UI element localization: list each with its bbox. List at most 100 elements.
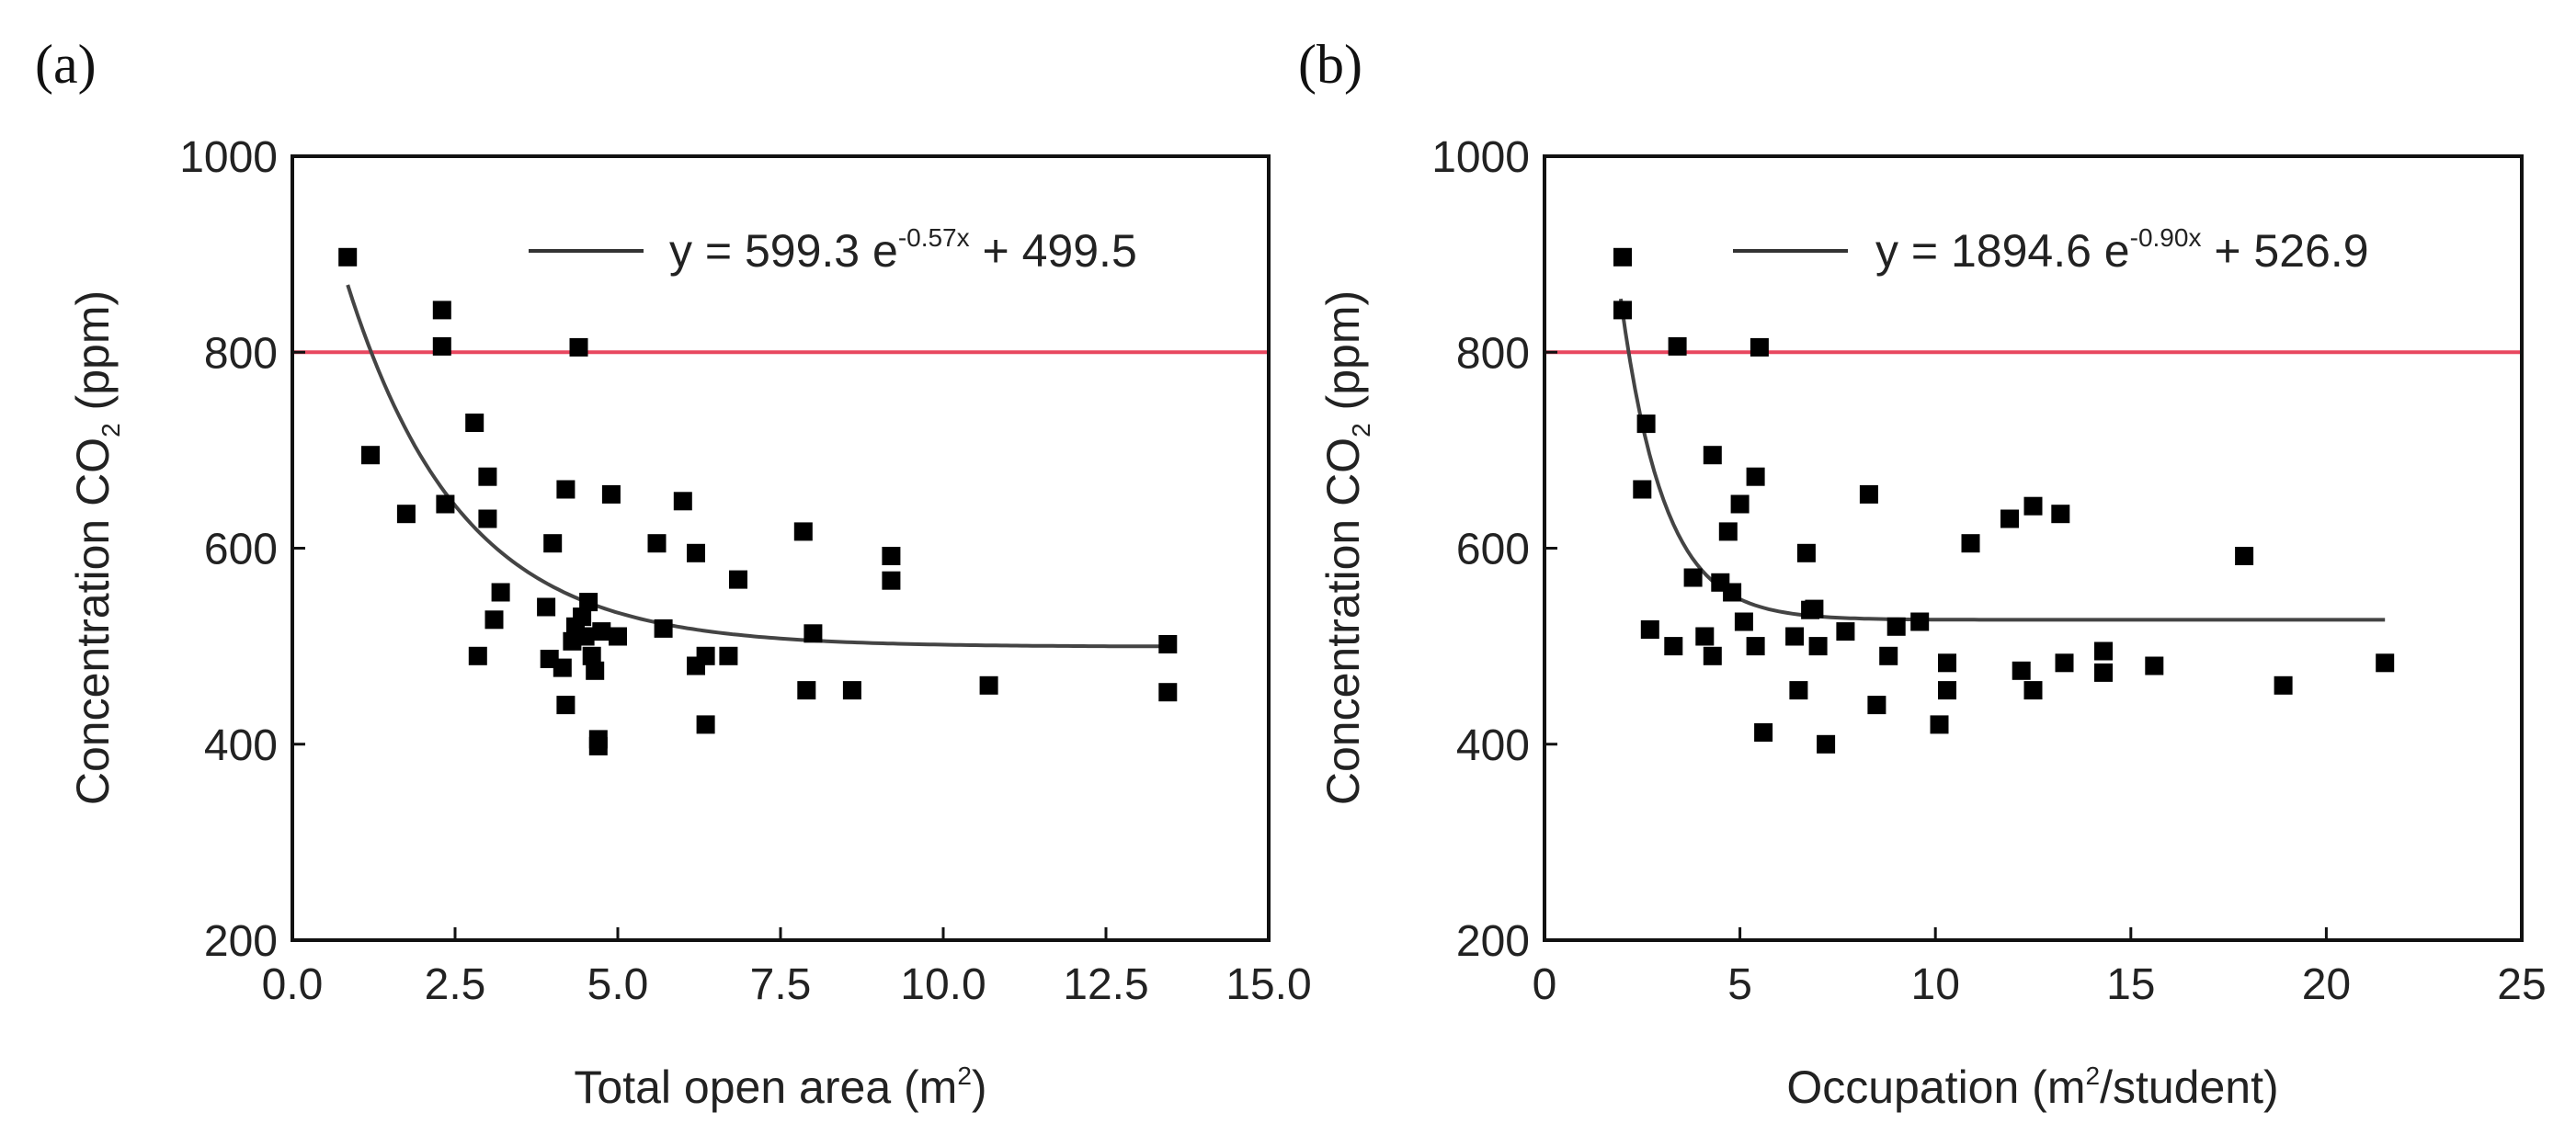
- y-tick-label: 200: [1456, 917, 1530, 966]
- data-point: [1750, 337, 1769, 357]
- x-tick-label: 20: [2302, 960, 2351, 1009]
- data-point: [569, 337, 588, 357]
- data-point: [586, 661, 605, 680]
- data-point: [609, 627, 627, 646]
- data-point: [468, 646, 487, 665]
- x-tick-label: 25: [2497, 960, 2546, 1009]
- y-tick-label: 400: [1456, 721, 1530, 770]
- legend: y = 599.3 e-0.57x + 499.5: [529, 223, 1137, 277]
- data-point: [601, 484, 621, 504]
- data-point: [432, 301, 451, 320]
- x-axis-label: Occupation (m2/student): [1786, 1061, 2278, 1113]
- data-point: [1796, 543, 1816, 562]
- data-point: [2094, 663, 2113, 682]
- points-layer: [338, 247, 1178, 755]
- data-point: [687, 543, 705, 562]
- data-point: [491, 583, 510, 602]
- data-point: [1859, 484, 1878, 504]
- data-point: [1703, 446, 1722, 465]
- data-point: [1636, 414, 1656, 434]
- fit-layer: [346, 284, 1171, 649]
- data-point: [1746, 637, 1765, 656]
- data-point: [576, 627, 595, 646]
- data-point: [478, 509, 497, 528]
- data-point: [1805, 599, 1824, 619]
- data-point: [1723, 583, 1742, 602]
- data-point: [543, 534, 563, 553]
- data-point: [2145, 656, 2164, 675]
- data-point: [882, 571, 901, 590]
- data-point: [1730, 494, 1750, 514]
- data-point: [2051, 505, 2070, 524]
- legend: y = 1894.6 e-0.90x + 526.9: [1733, 223, 2369, 277]
- data-point: [696, 715, 715, 734]
- data-point: [1938, 653, 1956, 673]
- y-tick-label: 200: [204, 917, 278, 966]
- y-tick-label: 600: [204, 526, 278, 574]
- x-tick-label: 5: [1727, 960, 1752, 1009]
- data-point: [804, 624, 823, 643]
- data-point: [2000, 509, 2019, 528]
- x-axis-label: Total open area (m2): [574, 1061, 986, 1113]
- panel-label: (a): [35, 34, 97, 95]
- data-point: [2023, 496, 2043, 516]
- panel-b: (b) 0 5 10 15 20 25 200 400 600 800 1000 y = 1894.…: [1298, 34, 2547, 1113]
- y-tick-label: 600: [1456, 526, 1530, 574]
- data-point: [553, 658, 572, 677]
- legend-equation: y = 1894.6 e-0.90x + 526.9: [1875, 223, 2369, 277]
- data-point: [478, 467, 497, 486]
- data-point: [1910, 612, 1930, 631]
- fit-curve: [346, 284, 1171, 649]
- data-point: [1746, 467, 1765, 486]
- data-point: [556, 480, 576, 499]
- data-point: [1886, 617, 1906, 636]
- x-tick-label: 12.5: [1063, 960, 1148, 1009]
- data-point: [396, 505, 416, 524]
- data-point: [1930, 715, 1949, 734]
- data-point: [654, 619, 673, 638]
- data-point: [556, 696, 576, 715]
- data-point: [1789, 681, 1808, 700]
- data-point: [588, 736, 608, 755]
- data-point: [696, 646, 715, 665]
- x-tick-label: 5.0: [587, 960, 649, 1009]
- data-point: [436, 494, 455, 514]
- y-tick-label: 1000: [1431, 133, 1530, 182]
- x-tick-label: 10.0: [900, 960, 986, 1009]
- data-point: [1734, 612, 1753, 631]
- data-point: [1158, 683, 1178, 702]
- data-point: [2235, 547, 2254, 565]
- data-point: [1613, 247, 1632, 267]
- data-point: [793, 522, 813, 541]
- data-point: [842, 681, 861, 700]
- data-point: [1785, 627, 1805, 646]
- data-point: [1879, 646, 1898, 665]
- y-tick-label: 400: [204, 721, 278, 770]
- x-tick-label: 0.0: [262, 960, 324, 1009]
- data-point: [465, 414, 484, 432]
- data-point: [592, 622, 611, 641]
- data-point: [1664, 637, 1683, 656]
- panel-a: (a) 0.0 2.5 5.0 7.5 10.0 12.5 15.0 200 400 600 800…: [35, 34, 1312, 1113]
- data-point: [2274, 675, 2293, 695]
- y-axis-label: Concentration CO2 (ppm): [1317, 290, 1375, 805]
- data-point: [2012, 661, 2031, 680]
- data-point: [1668, 336, 1687, 356]
- data-point: [484, 610, 504, 630]
- fit-curve: [1618, 298, 2386, 622]
- data-point: [1640, 620, 1659, 639]
- data-point: [1718, 522, 1738, 541]
- data-point: [797, 681, 816, 700]
- data-point: [647, 534, 667, 553]
- data-point: [579, 593, 598, 612]
- x-tick-label: 15.0: [1225, 960, 1311, 1009]
- data-point: [2023, 681, 2043, 700]
- x-tick-label: 2.5: [425, 960, 486, 1009]
- x-tick-label: 15: [2106, 960, 2155, 1009]
- data-point: [573, 607, 592, 627]
- legend-equation: y = 599.3 e-0.57x + 499.5: [669, 223, 1137, 277]
- data-point: [1703, 646, 1722, 665]
- data-point: [1836, 622, 1855, 641]
- data-point: [1961, 534, 1980, 553]
